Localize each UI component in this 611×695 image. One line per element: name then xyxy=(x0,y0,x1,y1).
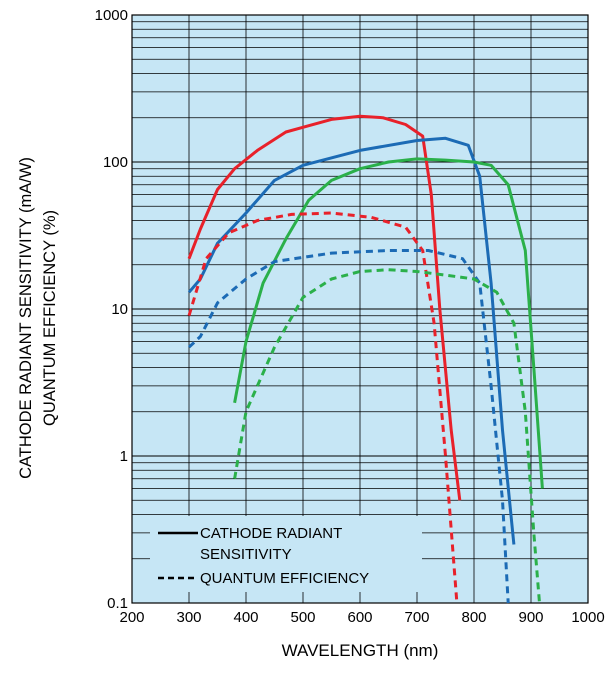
series-line-4 xyxy=(187,249,510,604)
series-line-3 xyxy=(187,211,459,604)
y-tick-label: 100 xyxy=(103,154,128,171)
x-tick-label: 500 xyxy=(290,609,315,626)
series-line-5 xyxy=(233,268,541,604)
legend-solid-label-1: CATHODE RADIANT xyxy=(200,525,342,542)
y-axis-label-line-1: CATHODE RADIANT SENSITIVITY (mA/W) xyxy=(17,157,35,479)
x-tick-label: 700 xyxy=(404,609,429,626)
x-tick-labels: 200 300 400 500 600 700 800 900 1000 xyxy=(119,609,604,626)
y-tick-label: 1 xyxy=(120,448,128,465)
series-line-0 xyxy=(187,114,462,501)
x-tick-label: 900 xyxy=(518,609,543,626)
x-tick-label: 600 xyxy=(347,609,372,626)
y-tick-label: 1000 xyxy=(95,7,128,24)
legend-dashed-label: QUANTUM EFFICIENCY xyxy=(200,570,369,587)
y-tick-labels: 0.1 1 10 100 1000 xyxy=(95,7,128,612)
legend-box xyxy=(150,516,422,592)
x-tick-label: 200 xyxy=(119,609,144,626)
y-axis-label-line-2: QUANTUM EFFICIENCY (%) xyxy=(41,210,59,426)
x-tick-label: 800 xyxy=(461,609,486,626)
y-tick-label: 10 xyxy=(111,301,128,318)
x-tick-label: 300 xyxy=(176,609,201,626)
x-axis-label: WAVELENGTH (nm) xyxy=(282,641,439,660)
x-tick-label: 1000 xyxy=(571,609,604,626)
x-tick-label: 400 xyxy=(233,609,258,626)
legend: CATHODE RADIANT SENSITIVITY QUANTUM EFFI… xyxy=(150,516,422,592)
legend-solid-label-2: SENSITIVITY xyxy=(200,546,292,563)
y-tick-label: 0.1 xyxy=(107,595,128,612)
series-layer xyxy=(187,114,544,604)
